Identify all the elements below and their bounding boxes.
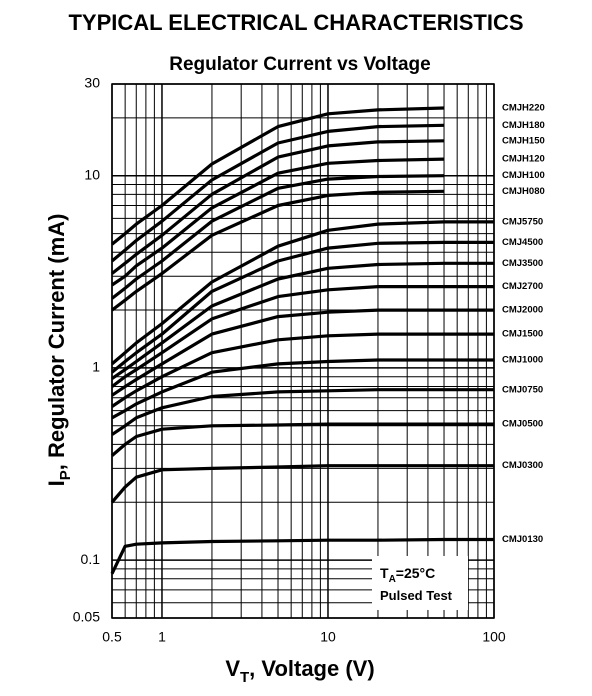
x-tick-label: 0.5 <box>102 629 122 645</box>
y-label-sub: P <box>57 470 74 480</box>
series-label: CMJH120 <box>502 154 545 165</box>
series-line <box>111 139 445 275</box>
x-label-main: V <box>225 656 240 681</box>
series-line <box>110 537 494 575</box>
series-label: CMJH080 <box>502 186 545 197</box>
series-label: CMJH150 <box>502 135 545 146</box>
grid <box>111 83 495 619</box>
chart-title: Regulator Current vs Voltage <box>169 54 430 75</box>
series-line <box>110 422 494 457</box>
series-label: CMJ2700 <box>502 281 543 292</box>
series-label: CMJ3500 <box>502 258 543 269</box>
annotation-rest: =25°C <box>396 565 435 581</box>
x-tick-label: 10 <box>320 629 336 645</box>
series-line <box>110 220 494 366</box>
series-line <box>110 240 494 374</box>
annotation-sub: A <box>389 574 396 585</box>
series-label: CMJ4500 <box>502 237 543 248</box>
y-tick-label: 1 <box>92 359 100 375</box>
series-label: CMJ0300 <box>502 460 543 471</box>
series-label: CMJ0500 <box>502 419 543 430</box>
y-tick-label: 10 <box>84 166 100 182</box>
series-label: CMJ2000 <box>502 305 543 316</box>
plot-frame <box>111 83 495 619</box>
y-tick-label: 30 <box>84 75 100 91</box>
series-label: CMJ5750 <box>502 216 543 227</box>
annotation-box <box>372 556 468 610</box>
y-tick-label: 0.05 <box>73 609 100 625</box>
series-line <box>111 174 445 300</box>
x-label-rest: , Voltage (V) <box>249 656 375 681</box>
series-line <box>111 388 494 436</box>
series-label: CMJH100 <box>502 170 545 181</box>
series-line <box>111 157 445 287</box>
series-line <box>111 189 445 312</box>
series-label: CMJ0750 <box>502 384 543 395</box>
y-tick-label: 0.1 <box>81 551 101 567</box>
y-axis-label: IP, Regulator Current (mA) <box>44 214 74 487</box>
y-label-rest: , Regulator Current (mA) <box>44 214 69 471</box>
series-line <box>110 123 445 263</box>
series-line <box>111 261 494 380</box>
x-tick-label: 100 <box>482 629 506 645</box>
series-line <box>111 358 494 420</box>
y-label-main: I <box>44 480 69 486</box>
page-title: TYPICAL ELECTRICAL CHARACTERISTICS <box>68 10 523 35</box>
series-label: CMJH180 <box>502 120 545 131</box>
series-line <box>111 308 494 397</box>
annotation: TA=25°C <box>380 565 435 585</box>
x-label-sub: T <box>240 669 249 686</box>
series-line <box>111 332 494 408</box>
series-line <box>111 285 494 388</box>
series-label: CMJ1000 <box>502 354 543 365</box>
annotation-main: T <box>380 565 389 581</box>
x-axis-label: VT, Voltage (V) <box>225 656 374 686</box>
series-line <box>110 106 445 246</box>
series-line <box>110 464 494 504</box>
series-label: CMJ0130 <box>502 534 543 545</box>
series-label: CMJ1500 <box>502 329 543 340</box>
x-tick-label: 1 <box>158 629 166 645</box>
annotation-line2: Pulsed Test <box>380 588 453 603</box>
series-label: CMJH220 <box>502 103 545 114</box>
